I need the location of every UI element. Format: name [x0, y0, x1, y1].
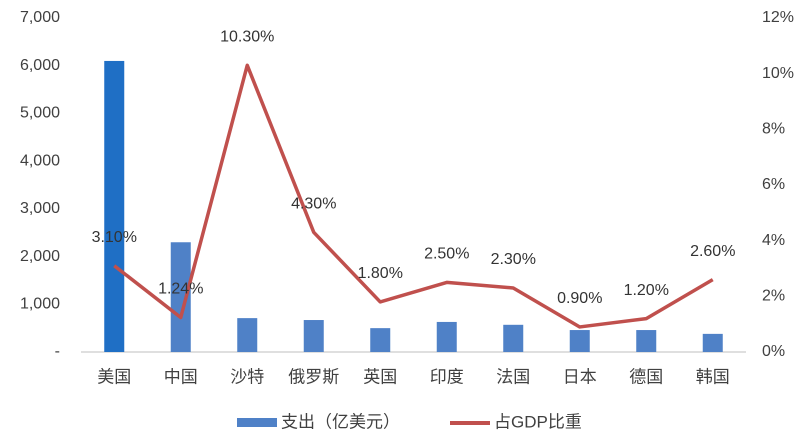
- x-tick-label: 美国: [97, 367, 131, 386]
- y2-tick-label: 10%: [762, 65, 794, 82]
- x-tick-label: 英国: [363, 367, 397, 386]
- y2-tick-label: 12%: [762, 9, 794, 26]
- y-tick-label: 5,000: [20, 105, 60, 122]
- y-tick-label: 7,000: [20, 9, 60, 26]
- y2-tick-label: 0%: [762, 343, 785, 360]
- y-tick-label: 2,000: [20, 248, 60, 265]
- x-tick-label: 俄罗斯: [288, 367, 339, 386]
- legend-label: 占GDP比重: [494, 412, 582, 431]
- bar: [237, 318, 258, 352]
- data-label: 1.20%: [624, 282, 669, 299]
- y-tick-label: 4,000: [20, 152, 60, 169]
- data-label: 1.24%: [158, 281, 203, 298]
- line: [113, 63, 714, 329]
- data-label: 10.30%: [220, 29, 274, 46]
- legend-label: 支出（亿美元）: [281, 412, 400, 431]
- data-label: 0.90%: [557, 290, 602, 307]
- y-tick-label: -: [55, 343, 60, 360]
- bar: [104, 60, 125, 352]
- bar: [436, 321, 457, 352]
- data-label: 3.10%: [92, 229, 137, 246]
- y-tick-label: 6,000: [20, 57, 60, 74]
- legend-swatch: [237, 418, 277, 427]
- y2-tick-label: 4%: [762, 232, 785, 249]
- x-tick-label: 日本: [563, 367, 597, 386]
- y2-tick-label: 6%: [762, 176, 785, 193]
- x-tick-label: 法国: [496, 367, 530, 386]
- x-tick-label: 韩国: [696, 367, 730, 386]
- data-label: 4.30%: [291, 196, 336, 213]
- bar: [303, 320, 324, 352]
- x-tick-label: 沙特: [230, 367, 264, 386]
- x-tick-label: 德国: [629, 367, 663, 386]
- y2-tick-label: 2%: [762, 288, 785, 305]
- bar: [702, 333, 723, 352]
- data-label: 2.30%: [491, 251, 536, 268]
- y-tick-label: 1,000: [20, 296, 60, 313]
- bar: [503, 324, 524, 352]
- y-tick-label: 3,000: [20, 200, 60, 217]
- bar: [569, 330, 590, 352]
- data-label: 2.60%: [690, 243, 735, 260]
- bar: [370, 328, 391, 352]
- data-label: 2.50%: [424, 246, 469, 263]
- x-tick-label: 中国: [164, 367, 198, 386]
- y2-tick-label: 8%: [762, 121, 785, 138]
- bar: [636, 330, 657, 352]
- bar: [170, 242, 191, 352]
- x-tick-label: 印度: [430, 367, 464, 386]
- data-label: 1.80%: [358, 265, 403, 282]
